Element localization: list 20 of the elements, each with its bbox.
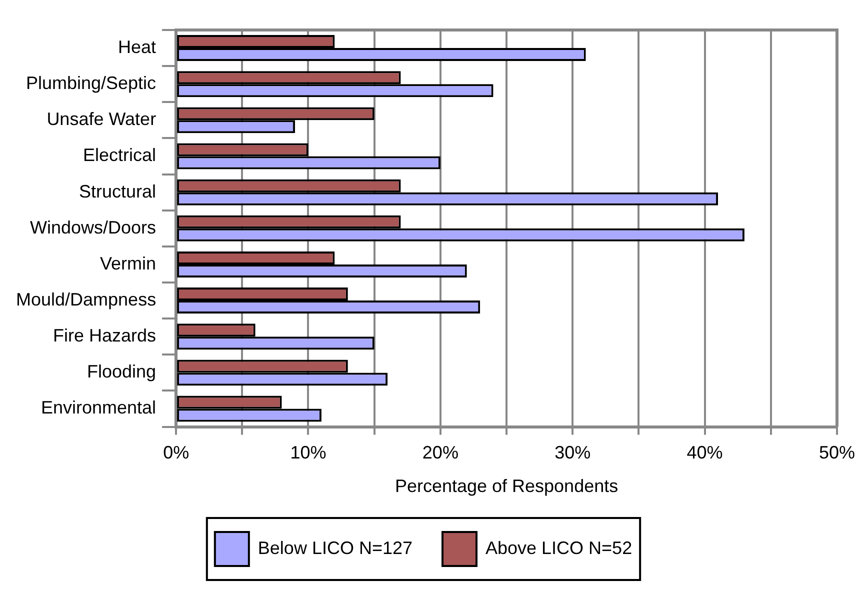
y-tick-label: Flooding — [87, 362, 156, 382]
y-tick-label: Structural — [79, 181, 156, 202]
x-tick-label: 10% — [290, 442, 326, 463]
y-tick-label: Windows/Doors — [30, 217, 156, 238]
y-tick-label: Fire Hazards — [53, 326, 156, 346]
x-tick-label: 20% — [422, 442, 458, 463]
x-tick-label: 40% — [686, 442, 723, 463]
y-tick-label: Plumbing/Septic — [26, 73, 156, 94]
legend-label: Above LICO N=52 — [486, 538, 632, 558]
y-tick-label: Environmental — [41, 398, 156, 418]
x-tick-label: 0% — [163, 442, 190, 463]
x-tick-label: 50% — [818, 442, 855, 463]
y-tick-label: Electrical — [83, 145, 156, 166]
y-tick-label: Heat — [118, 37, 156, 58]
x-tick-label: 30% — [554, 442, 591, 463]
y-tick-label: Vermin — [100, 253, 156, 274]
legend-label: Below LICO N=127 — [258, 538, 413, 558]
y-tick-label: Unsafe Water — [46, 109, 156, 130]
y-tick-label: Mould/Dampness — [16, 290, 156, 310]
x-axis-title: Percentage of Respondents — [394, 476, 618, 496]
